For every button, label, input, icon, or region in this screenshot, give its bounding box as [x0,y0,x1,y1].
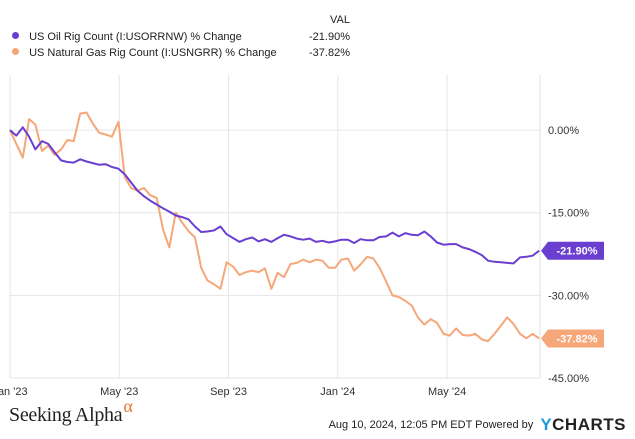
x-tick-label: Jan '24 [320,386,355,398]
y-tick-label: -15.00% [548,208,589,220]
legend-gas-label: US Natural Gas Rig Count (I:USNGRR) % Ch… [29,47,277,59]
end-label-flag [541,241,604,260]
y-tick-label: 0.00% [548,125,579,137]
x-tick-label: Sep '23 [210,386,247,398]
legend-oil-dot-icon [12,32,19,39]
ycharts-logo[interactable]: YCHARTS [540,415,626,434]
x-tick-label: Jan '23 [0,386,28,398]
legend-oil-label: US Oil Rig Count (I:USORRNW) % Change [29,31,242,43]
x-tick-label: May '23 [100,386,138,398]
end-label-text: -37.82% [557,333,598,345]
end-label-flag [541,329,604,348]
seeking-alpha-logo[interactable]: Seeking Alphaα [9,396,133,427]
alpha-icon: α [123,396,133,416]
oil-end-label: -21.90% [541,241,604,260]
gas-series-line [9,111,540,343]
ycharts-logo-text: CHARTS [552,415,626,434]
y-tick-label: -30.00% [548,290,589,302]
legend-value-header: VAL [330,14,350,26]
legend-gas-dot-icon [12,48,19,55]
legend-oil-value: -21.90% [309,31,350,43]
gridlines [9,75,541,379]
oil-series-line [9,126,540,265]
end-label-text: -21.90% [557,246,598,258]
series-lines [9,111,540,343]
ycharts-logo-y: Y [540,415,553,434]
y-tick-label: -45.00% [548,373,589,385]
legend-item-oil[interactable]: US Oil Rig Count (I:USORRNW) % Change [12,31,242,43]
x-tick-label: May '24 [428,386,466,398]
legend-gas-value: -37.82% [309,47,350,59]
legend-item-gas[interactable]: US Natural Gas Rig Count (I:USNGRR) % Ch… [12,47,277,59]
gas-end-label: -37.82% [541,329,604,348]
brand-name: Seeking Alpha [9,404,123,426]
attribution: Aug 10, 2024, 12:05 PM EDT Powered by YC… [329,415,626,435]
end-labels: -21.90% -37.82% [541,241,604,348]
axes: Jan '23 May '23 Sep '23 Jan '24 May '24 0.00%… [0,125,589,398]
timestamp: Aug 10, 2024, 12:05 PM EDT Powered by [328,419,534,431]
